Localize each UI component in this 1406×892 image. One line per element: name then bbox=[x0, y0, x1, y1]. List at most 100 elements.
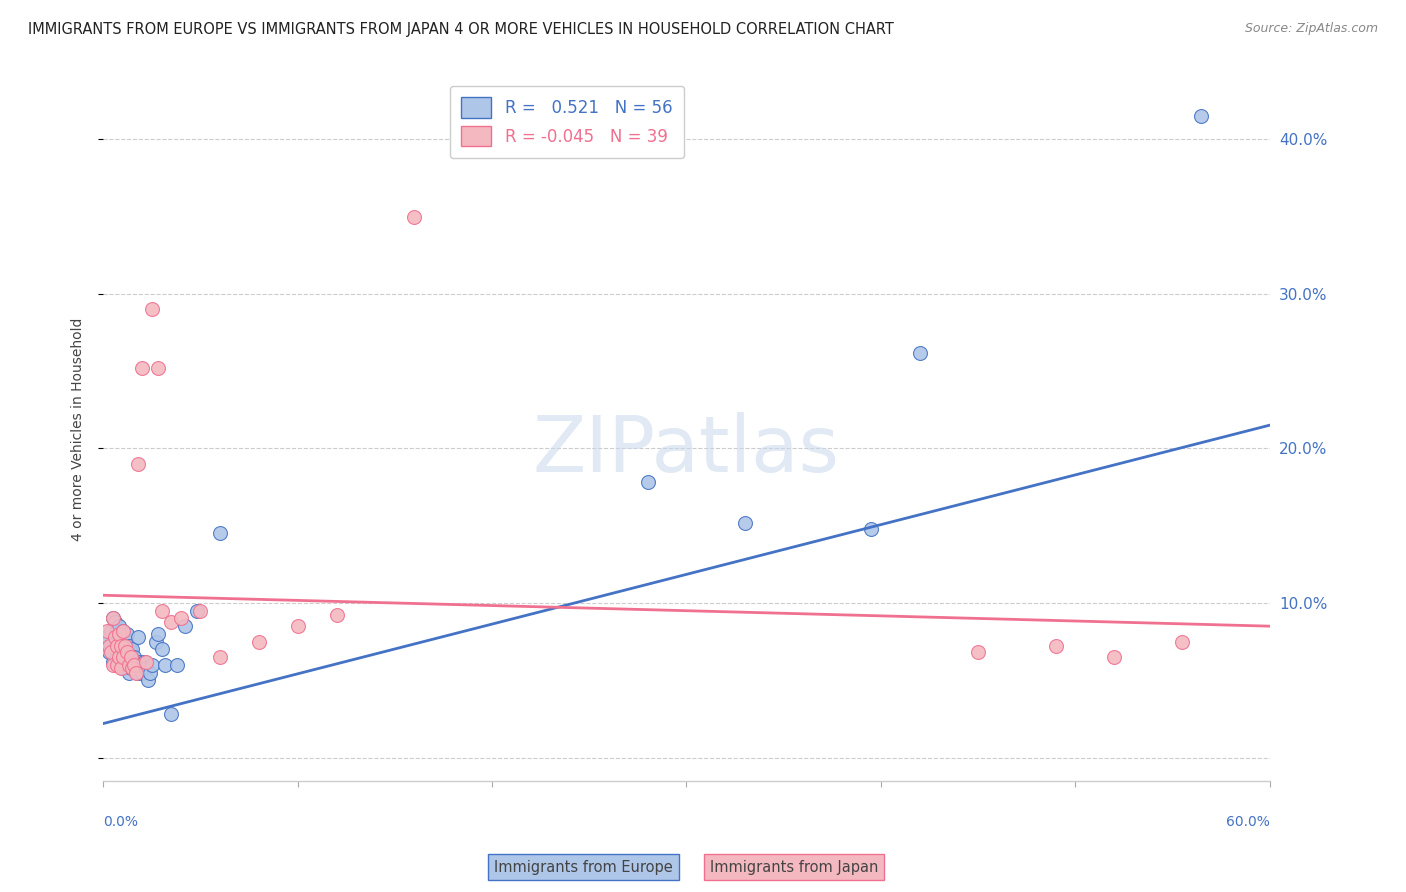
Text: 60.0%: 60.0% bbox=[1226, 814, 1270, 829]
Point bbox=[114, 640, 136, 654]
Text: IMMIGRANTS FROM EUROPE VS IMMIGRANTS FROM JAPAN 4 OR MORE VEHICLES IN HOUSEHOLD : IMMIGRANTS FROM EUROPE VS IMMIGRANTS FRO… bbox=[28, 22, 894, 37]
Point bbox=[146, 361, 169, 376]
Point bbox=[141, 657, 163, 672]
Point bbox=[98, 645, 121, 659]
Point bbox=[150, 604, 173, 618]
Point bbox=[637, 475, 659, 490]
Point bbox=[121, 661, 143, 675]
Point bbox=[117, 657, 139, 672]
Point bbox=[104, 640, 127, 654]
Point bbox=[110, 661, 132, 675]
Point bbox=[141, 302, 163, 317]
Text: Immigrants from Japan: Immigrants from Japan bbox=[710, 860, 879, 874]
Point bbox=[127, 665, 149, 680]
Point bbox=[120, 661, 142, 675]
Point bbox=[124, 661, 146, 675]
Point bbox=[129, 655, 152, 669]
Point bbox=[117, 640, 139, 654]
Point bbox=[1171, 634, 1194, 648]
Point bbox=[108, 650, 131, 665]
Point bbox=[115, 655, 138, 669]
Point bbox=[247, 634, 270, 648]
Point bbox=[131, 657, 153, 672]
Point bbox=[100, 645, 122, 659]
Point bbox=[146, 627, 169, 641]
Point bbox=[124, 650, 146, 665]
Point bbox=[967, 645, 990, 659]
Point bbox=[124, 657, 146, 672]
Point bbox=[121, 642, 143, 657]
Legend: R =   0.521   N = 56, R = -0.045   N = 39: R = 0.521 N = 56, R = -0.045 N = 39 bbox=[450, 86, 685, 158]
Point bbox=[98, 640, 121, 654]
Point bbox=[105, 624, 128, 638]
Point bbox=[105, 634, 128, 648]
Point bbox=[101, 611, 124, 625]
Point bbox=[115, 627, 138, 641]
Point bbox=[110, 640, 132, 654]
Point bbox=[160, 707, 183, 722]
Text: ZIPatlas: ZIPatlas bbox=[533, 412, 839, 488]
Point bbox=[101, 657, 124, 672]
Point bbox=[1102, 650, 1125, 665]
Point bbox=[96, 624, 118, 638]
Point bbox=[170, 611, 193, 625]
Point bbox=[155, 657, 177, 672]
Point bbox=[100, 624, 122, 638]
Text: 0.0%: 0.0% bbox=[103, 814, 138, 829]
Point bbox=[111, 661, 134, 675]
Point bbox=[108, 619, 131, 633]
Point bbox=[108, 627, 131, 641]
Y-axis label: 4 or more Vehicles in Household: 4 or more Vehicles in Household bbox=[72, 318, 86, 541]
Point bbox=[1191, 109, 1213, 123]
Point bbox=[139, 665, 162, 680]
Point bbox=[208, 650, 231, 665]
Point bbox=[111, 624, 134, 638]
Point bbox=[110, 630, 132, 644]
Point bbox=[135, 655, 157, 669]
Point bbox=[104, 630, 127, 644]
Text: Immigrants from Europe: Immigrants from Europe bbox=[494, 860, 673, 874]
Point bbox=[121, 655, 143, 669]
Point bbox=[166, 657, 188, 672]
Point bbox=[860, 522, 883, 536]
Point bbox=[174, 619, 197, 633]
Point bbox=[160, 615, 183, 629]
Point bbox=[125, 657, 148, 672]
Point bbox=[111, 640, 134, 654]
Point bbox=[114, 633, 136, 648]
Point bbox=[131, 361, 153, 376]
Point bbox=[404, 210, 426, 224]
Point bbox=[1045, 640, 1067, 654]
Point bbox=[127, 457, 149, 471]
Point bbox=[105, 650, 128, 665]
Point bbox=[734, 516, 756, 530]
Point bbox=[100, 640, 122, 654]
Point bbox=[115, 645, 138, 659]
Point bbox=[125, 665, 148, 680]
Point bbox=[104, 615, 127, 629]
Point bbox=[131, 665, 153, 680]
Point bbox=[105, 657, 128, 672]
Text: Source: ZipAtlas.com: Source: ZipAtlas.com bbox=[1244, 22, 1378, 36]
Point bbox=[111, 650, 134, 665]
Point bbox=[186, 604, 208, 618]
Point bbox=[287, 619, 309, 633]
Point bbox=[117, 665, 139, 680]
Point bbox=[132, 655, 155, 669]
Point bbox=[136, 673, 159, 688]
Point bbox=[105, 640, 128, 654]
Point bbox=[208, 526, 231, 541]
Point bbox=[108, 657, 131, 672]
Point bbox=[908, 345, 931, 359]
Point bbox=[145, 634, 167, 648]
Point bbox=[150, 642, 173, 657]
Point bbox=[120, 650, 142, 665]
Point bbox=[101, 611, 124, 625]
Point bbox=[135, 661, 157, 675]
Point bbox=[325, 608, 347, 623]
Point bbox=[127, 630, 149, 644]
Point bbox=[114, 650, 136, 665]
Point bbox=[190, 604, 212, 618]
Point bbox=[110, 645, 132, 659]
Point bbox=[108, 642, 131, 657]
